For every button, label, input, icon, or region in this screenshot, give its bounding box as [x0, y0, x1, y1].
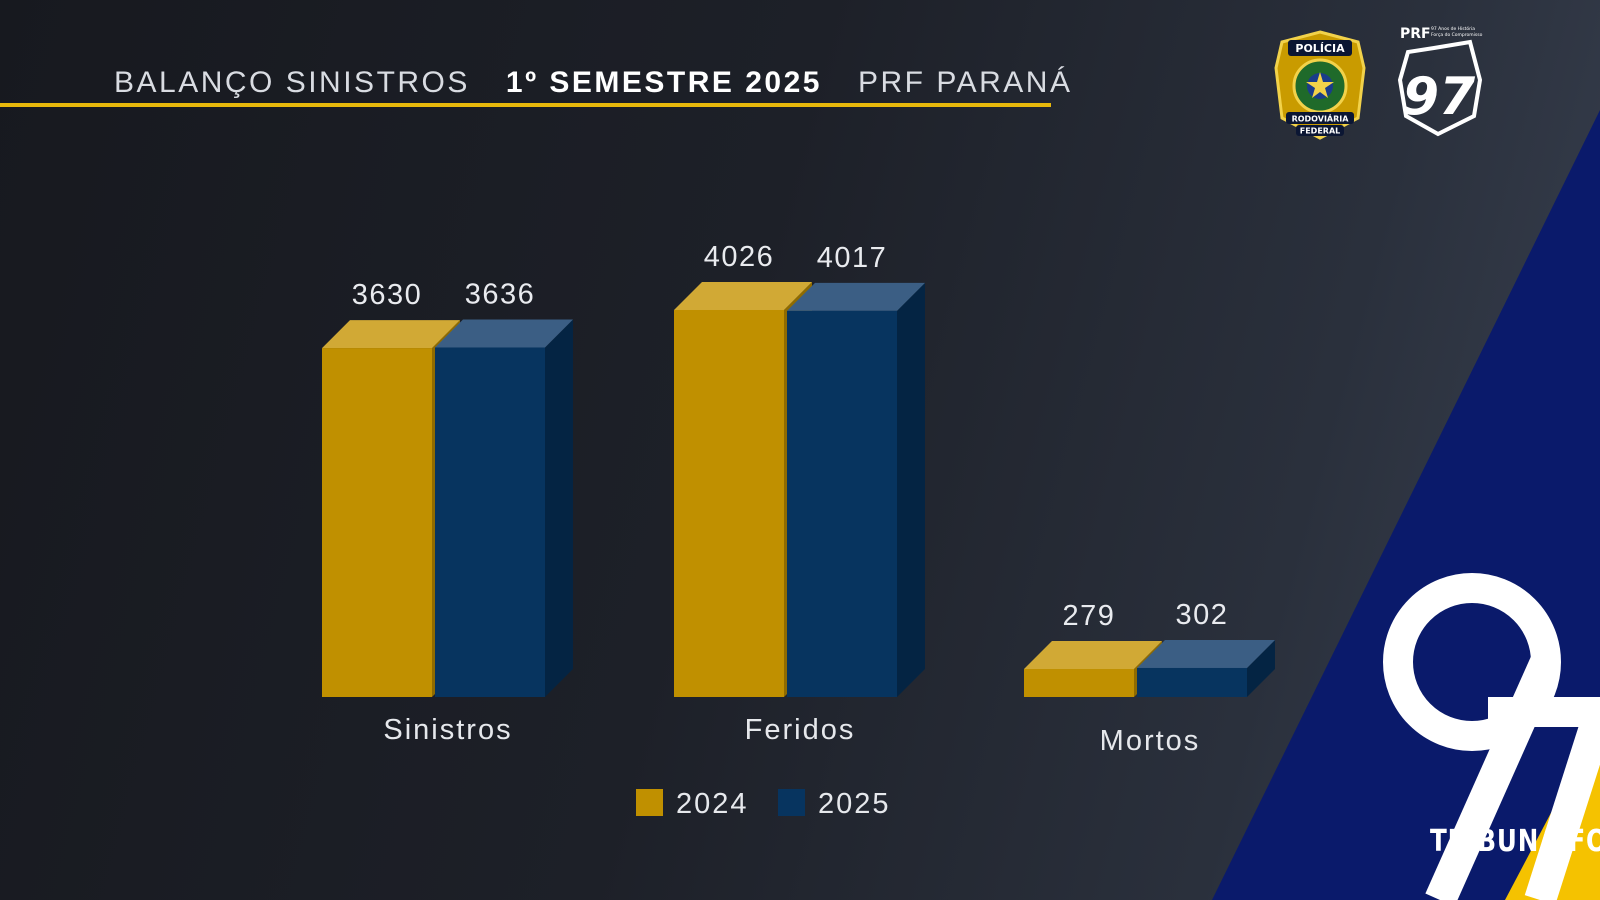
bar-top-2025 [1137, 639, 1275, 668]
bar-2024-feridos [674, 310, 784, 697]
watermark-text: TRIBUNA FOZ [1430, 824, 1600, 859]
prf-small-text-2: Força do Compromisso [1431, 32, 1483, 38]
shield-number: 97 [1403, 67, 1476, 127]
legend-swatch-2024 [636, 789, 663, 816]
bar-top-2024 [1024, 641, 1162, 669]
bar-group-feridos: 4026 4017 [674, 241, 925, 697]
data-label: 3630 [352, 279, 423, 311]
bar-2024-sinistros [322, 348, 432, 697]
legend-label: 2024 [676, 788, 749, 820]
data-label: 302 [1176, 599, 1229, 631]
bar-2025-feridos [787, 310, 897, 697]
bar-side-2025 [545, 319, 573, 697]
title-part-3: PRF PARANÁ [858, 66, 1073, 99]
title-part-2: 1º SEMESTRE 2025 [505, 66, 822, 99]
bar-2025-sinistros [435, 347, 545, 697]
bar-2025-mortos [1137, 667, 1247, 697]
bar-side-2025 [1247, 639, 1275, 697]
category-label: Sinistros [383, 714, 512, 746]
data-label: 279 [1063, 600, 1116, 632]
bar-2024-mortos [1024, 669, 1134, 697]
data-label: 4026 [704, 241, 775, 273]
prf-badge-logo: POLÍCIA RODOVIÁRIA FEDERAL [1274, 30, 1366, 140]
chart-legend: 2024 2025 [636, 788, 891, 820]
badge-bottom-text-1: RODOVIÁRIA [1292, 113, 1350, 124]
prf-label: PRF [1400, 26, 1431, 42]
bar-top-2024 [674, 282, 812, 310]
category-label: Mortos [1100, 725, 1201, 757]
bar-side-2025 [897, 282, 925, 697]
category-label: Feridos [745, 714, 856, 746]
bar-group-mortos: 279 302 [1024, 599, 1275, 697]
bar-top-2024 [322, 320, 460, 349]
bar-top-2025 [787, 282, 925, 311]
legend-label: 2025 [818, 788, 891, 820]
bar-group-sinistros: 3630 3636 [322, 278, 573, 697]
badge-bottom-text-2: FEDERAL [1300, 127, 1340, 136]
badge-top-text: POLÍCIA [1295, 42, 1345, 55]
prf-small-text-1: 97 Anos de História [1431, 25, 1475, 32]
title-underline [0, 103, 1051, 107]
title-part-1: BALANÇO SINISTROS [114, 66, 470, 99]
header-title: BALANÇO SINISTROS 1º SEMESTRE 2025 PRF PAR… [114, 66, 1072, 100]
bar-top-2025 [435, 319, 573, 348]
prf-97-logo: PRF 97 Anos de História Força do Comprom… [1397, 25, 1483, 137]
data-label: 3636 [465, 278, 536, 310]
data-label: 4017 [817, 242, 888, 274]
legend-swatch-2025 [778, 789, 805, 816]
